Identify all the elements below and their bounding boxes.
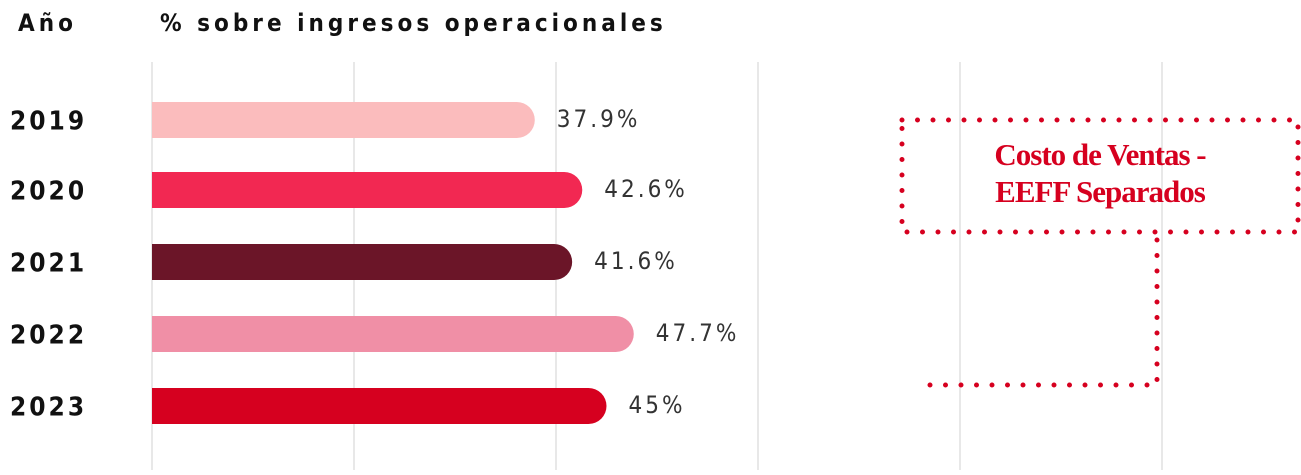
y-tick-label: 2021 <box>10 249 87 279</box>
bar <box>152 172 583 208</box>
bar <box>152 388 607 424</box>
y-tick-label: 2019 <box>10 107 87 137</box>
bar <box>152 316 634 352</box>
y-tick-label: 2020 <box>10 177 87 207</box>
y-tick-label: 2023 <box>10 393 87 423</box>
value-label: 41.6% <box>594 247 678 275</box>
x-axis-label: % sobre ingresos operacionales <box>160 9 667 37</box>
annotation-connector <box>925 237 1160 388</box>
annotation: Costo de Ventas - <box>994 137 1206 172</box>
bar <box>152 102 535 138</box>
value-label: 42.6% <box>604 175 688 203</box>
annotation-frame <box>899 117 1301 235</box>
bar <box>152 244 573 280</box>
bars: 2019 37.9% 2020 42.6% 2021 41.6% 2022 47.7% 2023… <box>10 102 740 424</box>
value-label: 47.7% <box>656 319 740 347</box>
value-label: 45% <box>629 391 686 419</box>
y-axis-label: Año <box>18 9 77 37</box>
y-tick-label: 2022 <box>10 321 87 351</box>
annotation-box <box>899 117 1301 388</box>
annotation: EEFF Separados <box>995 174 1206 209</box>
value-label: 37.9% <box>557 105 641 133</box>
